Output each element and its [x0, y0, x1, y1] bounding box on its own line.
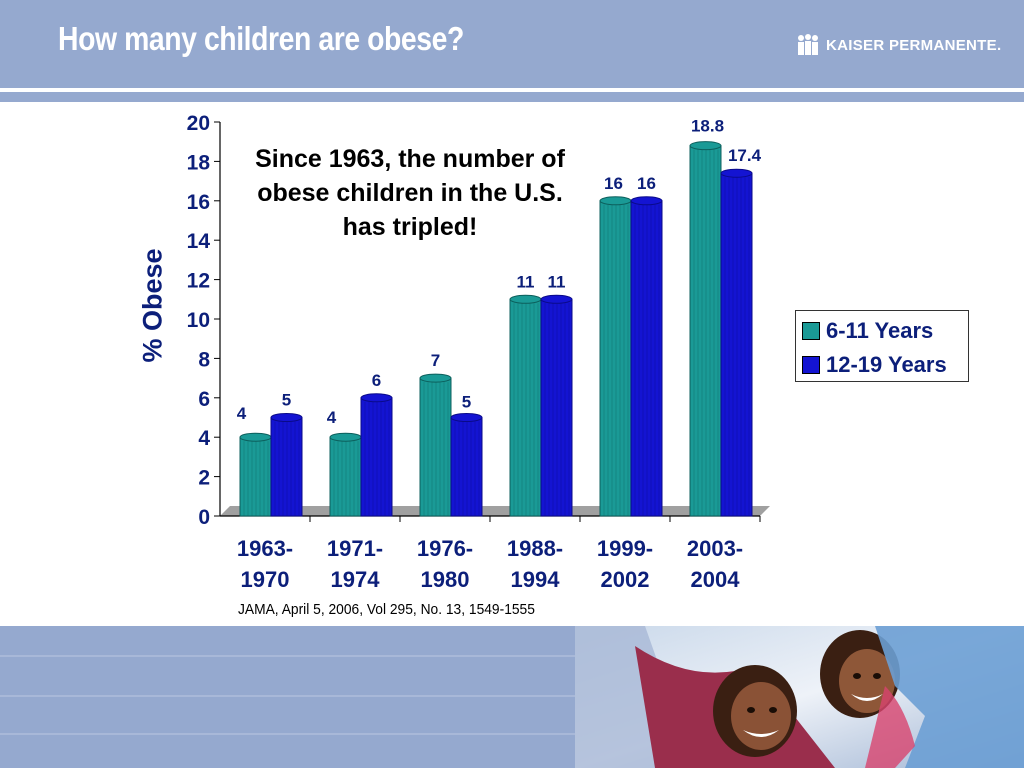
data-label: 4 — [327, 408, 337, 427]
bar — [720, 172, 753, 517]
bar-top — [329, 432, 362, 442]
y-tick-label: 14 — [187, 230, 211, 253]
data-label: 5 — [462, 393, 471, 412]
y-tick-label: 4 — [198, 427, 210, 450]
chart-annotation: Since 1963, the number of obese children… — [255, 145, 565, 241]
x-tick-label: 2004 — [691, 567, 741, 592]
x-tick-label: 1963- — [237, 536, 293, 561]
legend-label-6-11: 6-11 Years — [826, 318, 934, 343]
bar — [450, 417, 483, 517]
x-tick-label: 1999- — [597, 536, 653, 561]
page-title: How many children are obese? — [58, 20, 464, 57]
bar-top — [360, 393, 393, 403]
y-tick-label: 20 — [187, 112, 210, 135]
bar — [419, 377, 452, 517]
x-tick-label: 1988- — [507, 536, 563, 561]
y-tick-label: 2 — [198, 467, 210, 490]
x-tick-label: 1971- — [327, 536, 383, 561]
bar — [329, 436, 362, 517]
source-citation: JAMA, April 5, 2006, Vol 295, No. 13, 15… — [238, 601, 535, 618]
bar — [239, 436, 272, 517]
bar — [689, 145, 722, 517]
data-label: 16 — [604, 174, 623, 193]
bar — [360, 397, 393, 517]
bar — [540, 298, 573, 517]
data-label: 6 — [372, 371, 381, 390]
data-label: 16 — [637, 174, 656, 193]
logo-text: KAISER PERMANENTE. — [826, 36, 1002, 54]
header-band — [0, 92, 1024, 102]
y-tick-label: 6 — [198, 388, 210, 411]
y-tick-label: 16 — [187, 191, 210, 214]
legend-swatch-12-19 — [802, 356, 820, 374]
data-label: 7 — [431, 351, 440, 370]
footer-stripes — [0, 655, 575, 735]
kaiser-logo: KAISER PERMANENTE. — [796, 33, 1001, 57]
legend-swatch-6-11 — [802, 322, 820, 340]
legend-item-12-19: 12-19 Years — [802, 352, 947, 378]
x-tick-label: 1976- — [417, 536, 473, 561]
bar-top — [540, 294, 573, 304]
y-tick-label: 0 — [198, 506, 210, 529]
bar-top — [419, 373, 452, 383]
data-label: 5 — [282, 391, 291, 410]
bar — [599, 200, 632, 517]
y-tick-label: 10 — [187, 309, 210, 332]
bar-top — [630, 196, 663, 206]
legend-label-12-19: 12-19 Years — [826, 352, 947, 377]
x-tick-label: 1994 — [511, 567, 561, 592]
y-tick-label: 12 — [187, 270, 210, 293]
bar-chart: 0 2 4 6 8 10 12 14 16 18 20 1963- 1970 4 5 1971- 1974 4 6 1… — [187, 112, 770, 592]
data-label: 11 — [517, 272, 535, 291]
y-axis-label: % Obese — [137, 248, 168, 363]
bar-top — [239, 432, 272, 442]
header-divider — [0, 88, 1024, 92]
data-label: 17.4 — [728, 146, 762, 165]
bar-top — [270, 413, 303, 422]
x-tick-label: 2002 — [601, 567, 650, 592]
bar — [270, 417, 303, 517]
bar-top — [509, 294, 542, 304]
data-label: 18.8 — [691, 117, 724, 136]
data-label: 4 — [237, 404, 247, 423]
x-tick-label: 1974 — [331, 567, 381, 592]
header-bar — [0, 0, 1024, 88]
people-icon — [798, 34, 818, 55]
bar-top — [450, 413, 483, 422]
bar-top — [689, 141, 722, 151]
x-tick-label: 1980 — [421, 567, 470, 592]
data-label: 11 — [548, 272, 566, 291]
bar-top — [599, 196, 632, 206]
bar — [630, 200, 663, 517]
x-tick-label: 2003- — [687, 536, 743, 561]
bar-top — [720, 168, 753, 178]
legend-item-6-11: 6-11 Years — [802, 318, 933, 344]
chart-legend: 6-11 Years 12-19 Years — [795, 310, 969, 382]
x-tick-label: 1970 — [241, 567, 290, 592]
children-photo — [575, 626, 1024, 768]
y-tick-label: 8 — [198, 348, 210, 371]
y-tick-label: 18 — [187, 151, 211, 174]
